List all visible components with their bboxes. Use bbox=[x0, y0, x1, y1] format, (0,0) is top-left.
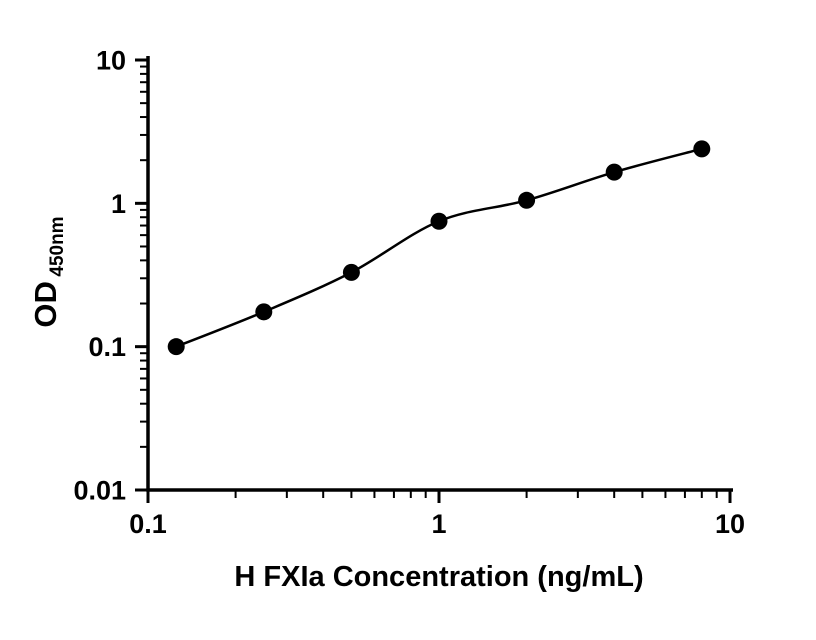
data-point bbox=[342, 263, 360, 281]
fit-curve bbox=[175, 147, 703, 348]
x-tick-label: 1 bbox=[431, 509, 446, 539]
data-point bbox=[518, 191, 536, 209]
data-point bbox=[605, 163, 623, 181]
y-axis-title-main: OD bbox=[28, 281, 63, 328]
x-axis-title: H FXIa Concentration (ng/mL) bbox=[234, 561, 643, 593]
x-tick-label: 0.1 bbox=[129, 509, 167, 539]
y-tick-label: 1 bbox=[111, 189, 126, 219]
axis-spine bbox=[146, 56, 733, 492]
y-tick-label: 0.1 bbox=[88, 332, 126, 362]
data-point bbox=[167, 338, 185, 356]
data-point bbox=[693, 140, 711, 158]
y-axis-title-subscript: 450nm bbox=[47, 216, 68, 276]
x-tick-label: 10 bbox=[715, 509, 745, 539]
y-axis-title: OD 450nm bbox=[28, 216, 68, 327]
data-point bbox=[430, 212, 448, 230]
y-tick-label: 0.01 bbox=[73, 476, 126, 506]
data-point bbox=[255, 303, 273, 321]
y-tick-label: 10 bbox=[96, 46, 126, 76]
